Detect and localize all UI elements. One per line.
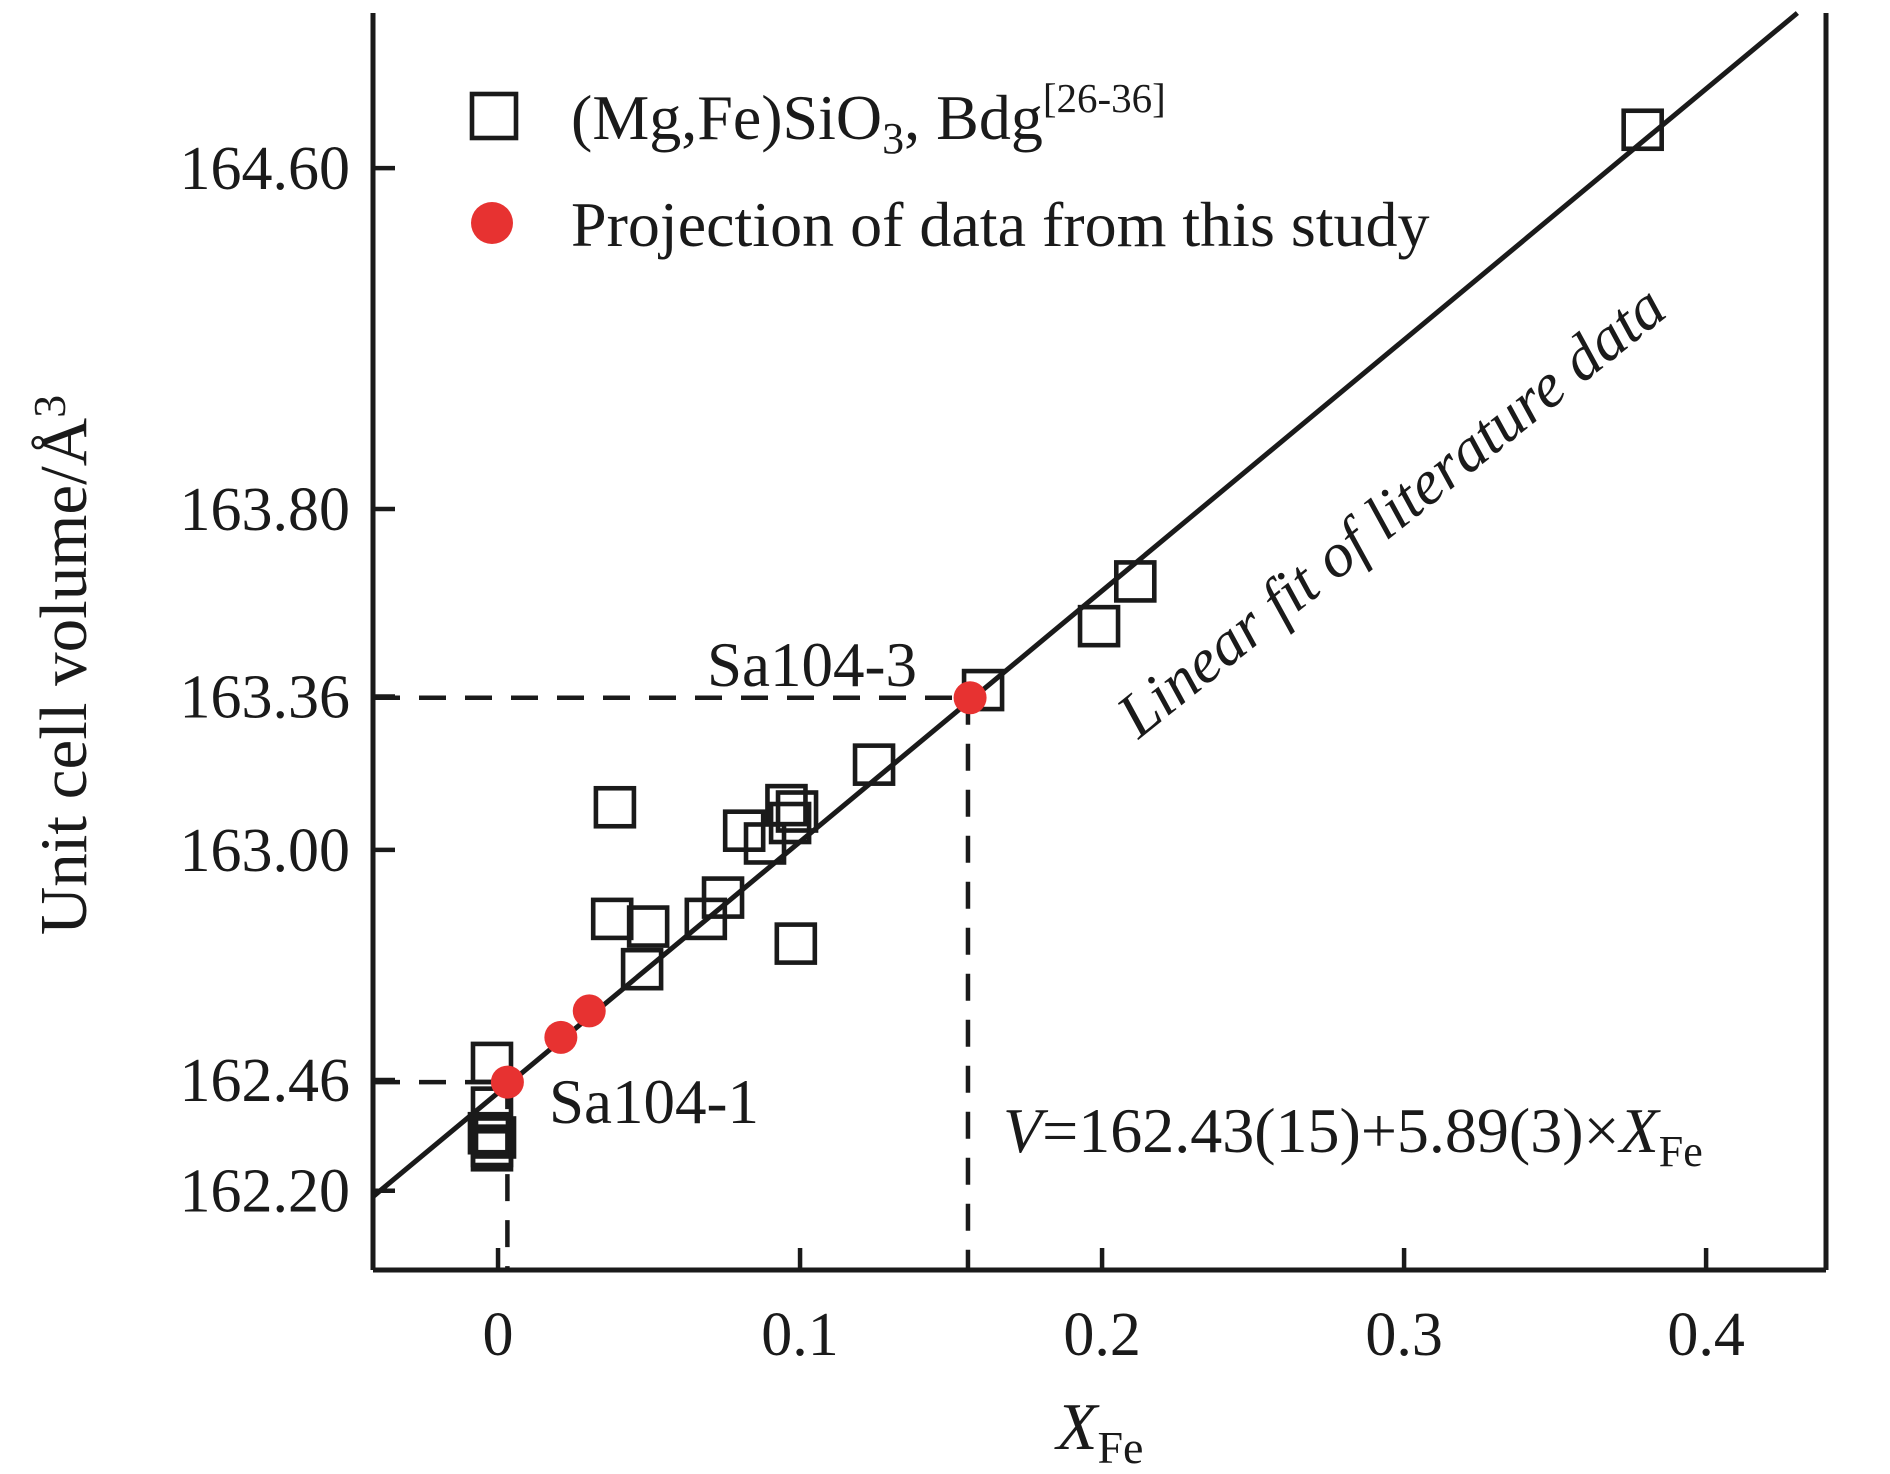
square-marker [1113,560,1157,603]
x-tick-label: 0.2 [1063,1301,1141,1369]
y-axis-title: Unit cell volume/Å3 [24,395,101,935]
square-marker [774,922,818,965]
square-marker [701,876,745,919]
data-point-dot [953,681,987,715]
square-marker [473,1116,517,1159]
square-marker [1621,108,1664,152]
x-tick-label: 0.4 [1667,1301,1745,1369]
y-tick-label: 163.36 [180,663,351,731]
data-point-dot [490,1065,524,1099]
x-tick-label: 0.1 [761,1301,839,1369]
square-marker [768,801,812,845]
square-marker [620,947,664,991]
square-marker [1077,604,1121,648]
annotation-fit-line-label: Linear fit of literature data [1103,271,1678,752]
legend-red-dot-icon [471,202,513,244]
square-marker [626,905,670,948]
annotation-sa104-1: Sa104-1 [549,1067,759,1137]
fit-line [371,11,1799,1199]
data-point-dot [572,994,606,1028]
annotation-fit-equation: V=162.43(15)+5.89(3)×XFe [1003,1095,1703,1176]
square-marker [593,785,637,829]
y-tick-label: 162.20 [180,1158,351,1226]
legend-label-bdg: (Mg,Fe)SiO3, Bdg[26-36] [571,75,1166,163]
data-point-dot [544,1020,578,1054]
y-tick-label: 164.60 [180,135,351,203]
x-tick-label: 0 [483,1301,514,1369]
annotation-sa104-3: Sa104-3 [707,630,917,700]
y-tick-label: 162.46 [180,1047,351,1115]
legend-label-projection: Projection of data from this study [571,189,1430,260]
square-marker [852,743,896,786]
legend-open-square-icon [469,91,519,141]
square-marker [590,897,634,941]
y-tick-label: 163.80 [180,476,351,544]
x-axis-title: XFe [1054,1390,1144,1473]
y-tick-label: 163.00 [180,817,351,885]
square-marker [470,1128,514,1172]
square-marker [775,790,819,833]
x-tick-label: 0.3 [1365,1301,1443,1369]
